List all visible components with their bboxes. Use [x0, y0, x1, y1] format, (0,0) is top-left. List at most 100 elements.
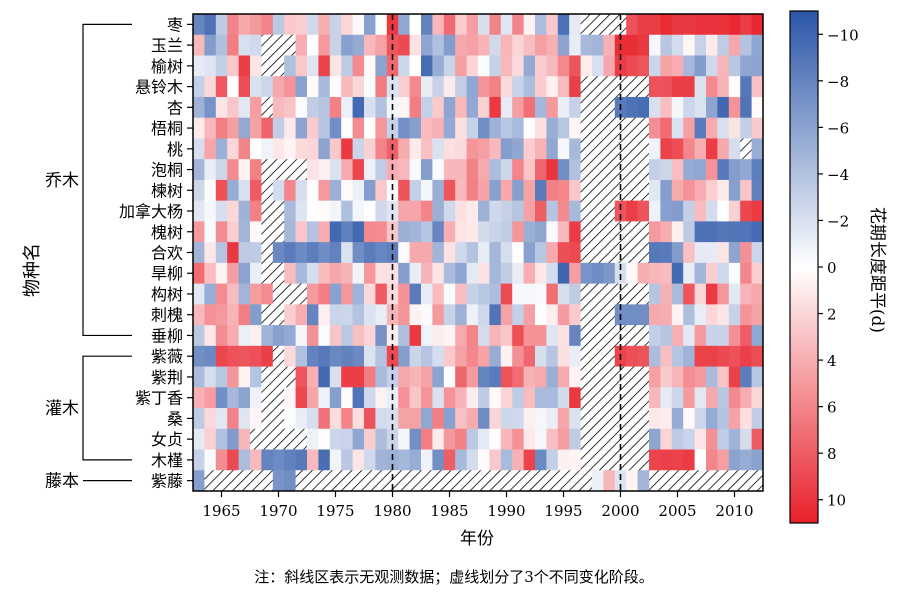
heatmap-cell — [193, 96, 205, 119]
x-axis-label: 年份 — [460, 529, 494, 549]
heatmap-cell — [307, 200, 319, 222]
heatmap-cell — [660, 200, 673, 222]
heatmap-cell — [261, 138, 274, 160]
heatmap-cell — [489, 117, 502, 139]
heatmap-cell — [409, 55, 422, 77]
heatmap-cell — [421, 428, 433, 450]
heatmap-cell — [649, 34, 661, 56]
heatmap-cell — [512, 117, 524, 139]
species-label: 榆树 — [151, 57, 183, 76]
heatmap-cell — [557, 325, 570, 347]
heatmap-cell — [409, 470, 422, 492]
heatmap-cell — [569, 159, 581, 181]
heatmap-cell — [660, 345, 673, 367]
heatmap-cell — [432, 200, 445, 222]
heatmap-cell — [546, 200, 559, 222]
species-label: 杏 — [167, 98, 183, 117]
heatmap-cell — [443, 262, 456, 285]
heatmap-cell — [421, 242, 433, 264]
heatmap-cell — [193, 325, 205, 347]
heatmap-cell — [341, 366, 353, 388]
heatmap-cell — [500, 470, 513, 492]
heatmap-cell — [512, 408, 524, 430]
heatmap-cell — [614, 262, 627, 285]
heatmap-cell — [546, 96, 559, 119]
heatmap-cell — [603, 428, 616, 450]
heatmap-cell — [341, 14, 353, 36]
heatmap-cell — [694, 470, 707, 492]
heatmap-cell — [546, 242, 559, 264]
heatmap-cell — [580, 449, 593, 471]
heatmap-cell — [284, 221, 296, 243]
heatmap-cell — [660, 179, 673, 202]
heatmap-cell — [500, 138, 513, 160]
heatmap-cell — [421, 96, 433, 119]
heatmap-cell — [489, 449, 502, 471]
heatmap-cell — [261, 159, 274, 181]
heatmap-cell — [717, 14, 730, 36]
heatmap-cell — [512, 96, 524, 119]
heatmap-cell — [284, 283, 296, 305]
heatmap-cell — [341, 242, 353, 264]
heatmap-cell — [307, 34, 319, 56]
heatmap-cell — [500, 76, 513, 98]
heatmap-cell — [227, 34, 239, 56]
heatmap-cell — [603, 76, 616, 98]
heatmap-cell — [272, 345, 285, 367]
heatmap-cell — [352, 325, 365, 347]
heatmap-cell — [432, 283, 445, 305]
heatmap-cell — [489, 366, 502, 388]
heatmap-cell — [398, 179, 410, 202]
heatmap-cell — [329, 345, 342, 367]
heatmap-cell — [432, 428, 445, 450]
heatmap-cell — [341, 138, 353, 160]
heatmap-cell — [626, 366, 638, 388]
heatmap-cell — [523, 117, 536, 139]
heatmap-cell — [649, 387, 661, 409]
heatmap-cell — [569, 408, 581, 430]
heatmap-cell — [683, 221, 695, 243]
heatmap-cell — [375, 200, 388, 222]
heatmap-cell — [250, 428, 262, 450]
heatmap-cell — [592, 55, 604, 77]
heatmap-cell — [671, 345, 684, 367]
heatmap-cell — [432, 117, 445, 139]
heatmap-cell — [694, 408, 707, 430]
heatmap-cell — [398, 221, 410, 243]
heatmap-cell — [512, 304, 524, 326]
heatmap-cell — [193, 76, 205, 98]
heatmap-cell — [318, 428, 331, 450]
x-tick-label: 2010 — [715, 502, 753, 520]
heatmap-cell — [227, 242, 239, 264]
heatmap-cell — [626, 325, 638, 347]
heatmap-cell — [352, 470, 365, 492]
heatmap-cell — [341, 117, 353, 139]
heatmap-cell — [478, 262, 490, 285]
heatmap-cell — [751, 304, 764, 326]
heatmap-cell — [375, 117, 388, 139]
heatmap-cell — [261, 408, 274, 430]
heatmap-cell — [204, 283, 217, 305]
heatmap-cell — [272, 159, 285, 181]
heatmap-cell — [626, 34, 638, 56]
heatmap-cell — [204, 179, 217, 202]
heatmap-cell — [569, 138, 581, 160]
heatmap-cell — [523, 449, 536, 471]
heatmap-cell — [398, 55, 410, 77]
heatmap-cell — [706, 304, 718, 326]
heatmap-cell — [455, 262, 467, 285]
heatmap-cell — [204, 366, 217, 388]
heatmap-cell — [717, 325, 730, 347]
heatmap-cell — [751, 366, 764, 388]
heatmap-cell — [466, 262, 479, 285]
heatmap-cell — [671, 55, 684, 77]
heatmap-cell — [432, 55, 445, 77]
heatmap-cell — [443, 387, 456, 409]
heatmap-cell — [535, 221, 547, 243]
heatmap-cell — [478, 179, 490, 202]
heatmap-cell — [660, 138, 673, 160]
heatmap-cell — [603, 325, 616, 347]
heatmap-cell — [318, 387, 331, 409]
heatmap-cell — [614, 242, 627, 264]
heatmap-cell — [500, 283, 513, 305]
